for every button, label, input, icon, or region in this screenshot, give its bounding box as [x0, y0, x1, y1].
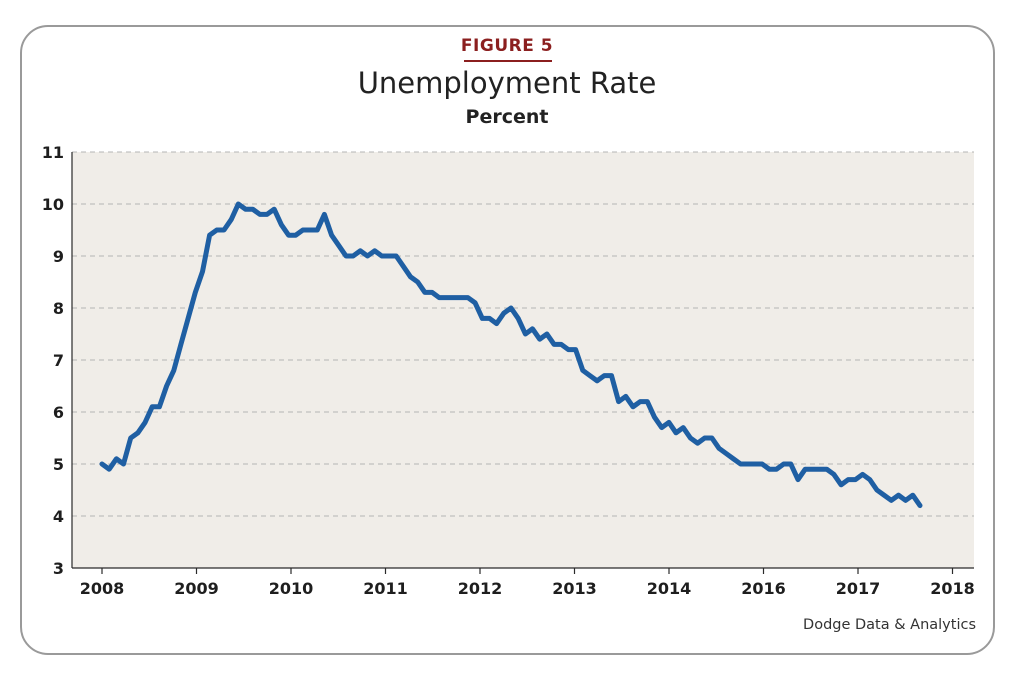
x-tick-label: 2012: [458, 579, 503, 598]
x-tick-label: 2009: [174, 579, 219, 598]
y-tick-label: 7: [53, 351, 64, 370]
source-note: Dodge Data & Analytics: [803, 617, 976, 633]
y-axis: 3 4 5 6 7 8 9 10 11: [42, 143, 73, 578]
x-tick-label: 2014: [647, 579, 692, 598]
figure-label: FIGURE 5: [460, 36, 554, 56]
gridlines: [72, 151, 974, 517]
y-tick-label: 10: [42, 195, 64, 214]
y-tick-label: 11: [42, 143, 64, 162]
chart-subtitle: Percent: [465, 106, 549, 128]
x-tick-label: 2016: [741, 579, 786, 598]
series-line-unemployment: [99, 201, 923, 509]
y-tick-label: 4: [53, 507, 64, 526]
x-tick-label: 2010: [269, 579, 314, 598]
x-tick-label: 2008: [80, 579, 125, 598]
y-tick-label: 6: [53, 403, 64, 422]
x-tick-label: 2013: [552, 579, 597, 598]
y-tick-label: 3: [53, 559, 64, 578]
y-tick-label: 9: [53, 247, 64, 266]
y-tick-label: 8: [53, 299, 64, 318]
x-tick-label: 2011: [363, 579, 408, 598]
chart-title: Unemployment Rate: [357, 66, 657, 100]
x-tick-label: 2018: [930, 579, 975, 598]
y-tick-label: 5: [53, 455, 64, 474]
x-axis: 2008 2009 2010 2011 2012 2013 2014 2016 2017 2018: [72, 567, 975, 598]
figure-label-underline: [464, 60, 552, 62]
x-tick-label: 2017: [836, 579, 881, 598]
